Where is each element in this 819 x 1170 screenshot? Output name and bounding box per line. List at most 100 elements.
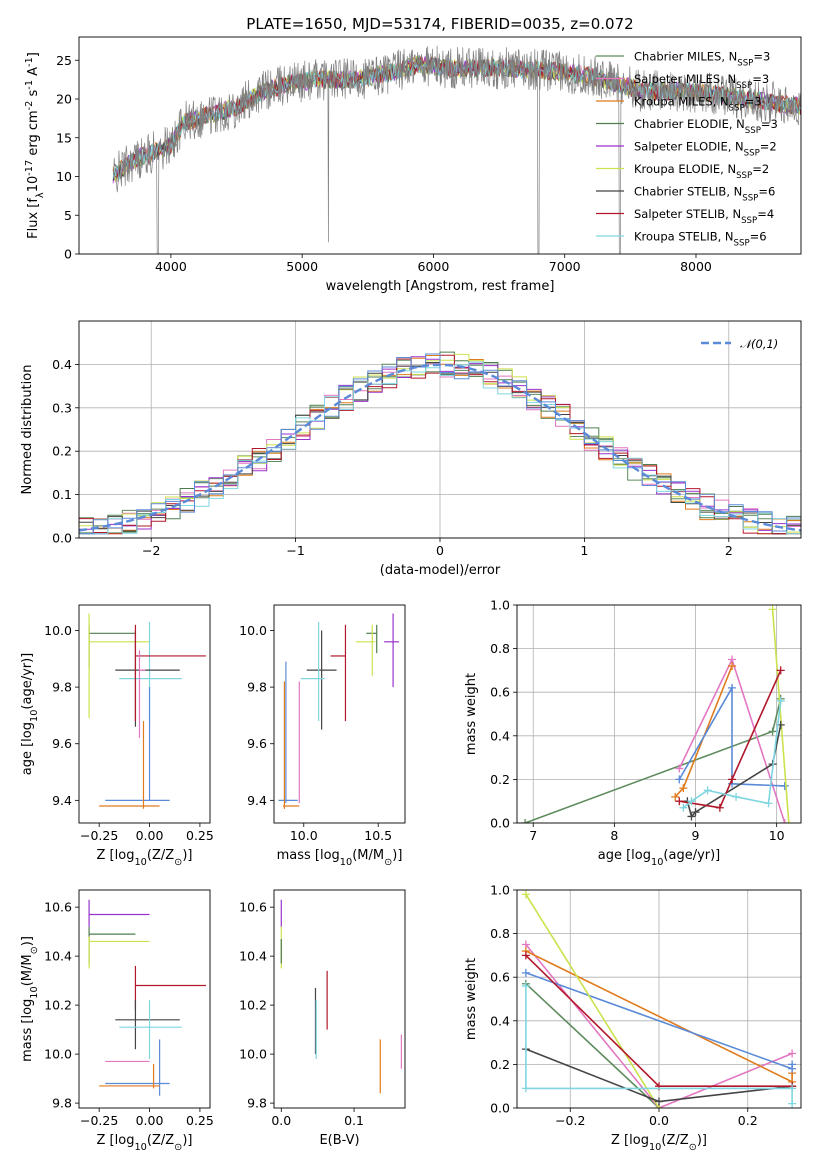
errorbar-point [99,721,160,809]
x-tick-label: −2 [142,543,160,558]
x-tick-label: 4000 [155,259,187,274]
x-tick-label: −1 [286,543,304,558]
residual-histogram [79,353,801,535]
y-tick-label: 1.0 [490,598,510,613]
x-tick-label: 0.00 [136,828,164,843]
weight-marker [671,792,680,801]
y-axis-label: Flux [fλ10-17 erg cm-2 s-1 A-1] [24,52,46,239]
observed-spectrum-line [112,45,801,254]
weight-marker [780,819,789,823]
y-tick-label: 0.2 [490,772,510,787]
weight-line [525,985,793,1104]
y-axis-label: mass weight [464,958,479,1040]
plot-area [88,899,206,1096]
panel-mass_weight_vs_Z: −0.2 0.0 0.2 0.0 0.2 0.4 0.6 0.8 1.0 Z [log10(Z/Z… [464,883,802,1153]
axes-frame [516,604,802,824]
y-tick-label: 0.0 [490,1101,510,1116]
y-tick-label: 9.8 [52,1096,72,1111]
weight-line [771,609,790,823]
x-tick-label: −0.2 [555,1113,585,1128]
y-tick-label: 0.2 [52,444,72,459]
y-tick-label: 10.4 [239,949,267,964]
weight-marker [675,775,684,784]
weight-line [682,700,782,809]
y-tick-label: 10.0 [239,623,267,638]
axes-frame [78,889,211,1109]
x-tick-label: −0.25 [80,828,118,843]
errorbar-point [105,1039,170,1096]
errorbar-point [300,621,325,722]
y-tick-label: 9.8 [52,680,72,695]
axes-frame [273,889,406,1109]
x-tick-label: 10.5 [364,828,392,843]
x-axis-label: E(B-V) [319,1133,359,1148]
weight-marker [780,781,789,790]
weight-marker [675,764,684,773]
x-tick-label: 10.0 [290,828,318,843]
x-tick-label: 9 [692,828,700,843]
weight-line [678,684,785,787]
y-tick-label: 10.0 [44,623,72,638]
x-tick-label: 0.25 [186,828,214,843]
y-axis-label: Normed distribution [20,365,35,495]
errorbar-point [119,1000,182,1060]
errorbar-point [115,1000,180,1050]
errorbar-point [366,624,378,654]
legend-entry: Kroupa STELIB, NSSP=6 [634,230,767,249]
errorbar-point [88,936,150,969]
y-tick-label: 10.0 [44,1047,72,1062]
y-axis-label: age [log10(age/yr)] [20,653,40,776]
residual-histogram [79,361,801,535]
weight-marker [521,819,530,823]
weight-marker [691,808,700,817]
weight-series [671,662,737,801]
legend-entry: Chabrier MILES, NSSP=3 [634,50,770,69]
y-tick-label: 0.0 [52,531,72,546]
y-tick-label: 10.6 [239,900,267,915]
panel-spectrum: 4000 5000 6000 7000 8000 0 5 10 15 20 25 wavelength… [24,15,802,294]
weight-marker [655,1097,663,1106]
weight-marker [788,1049,797,1058]
x-tick-label: 0.2 [738,1113,758,1128]
weight-series [675,666,785,812]
plot-area [79,351,801,535]
errorbar-point [282,681,300,809]
y-tick-label: 9.6 [52,736,72,751]
weight-line [674,665,733,798]
weight-marker [679,803,688,812]
errorbar-point [384,613,400,688]
weight-series [521,890,663,1108]
y-tick-label: 0.4 [52,357,72,372]
x-tick-label: 0.0 [649,1113,669,1128]
y-tick-label: 9.4 [52,793,72,808]
weight-marker [521,981,530,990]
plot-area [88,613,206,809]
x-axis-label: Z [log10(Z/Z⊙)] [611,1133,707,1153]
panel-residuals: −2 −1 0 1 2 0.0 0.1 0.2 0.3 0.4 (data-model)/error… [20,320,802,578]
y-tick-label: 10.6 [44,900,72,915]
axes-frame [78,36,802,255]
plot-area [521,890,797,1108]
y-tick-label: 0.0 [490,816,510,831]
y-tick-label: 0.2 [490,1057,510,1072]
weight-marker [784,819,793,823]
weight-marker [521,968,530,977]
x-tick-label: −0.25 [80,1113,118,1128]
y-tick-label: 9.4 [247,793,267,808]
legend-entry: Salpeter STELIB, NSSP=4 [634,207,774,226]
y-tick-label: 25 [56,53,72,68]
weight-marker [687,797,696,806]
weight-series [679,696,785,812]
axes-frame [516,889,802,1109]
errorbar-point [134,965,206,1011]
gaussian-curve [79,363,801,532]
x-tick-label: 0.00 [136,1113,164,1128]
errorbar-point [88,613,150,719]
legend-entry: Chabrier STELIB, NSSP=6 [634,185,775,204]
weight-marker [776,696,785,705]
y-tick-label: 10.0 [239,1047,267,1062]
x-axis-label: age [log10(age/yr)] [598,848,721,868]
x-tick-label: 7000 [549,259,581,274]
legend-entry: Kroupa ELODIE, NSSP=2 [634,162,769,181]
